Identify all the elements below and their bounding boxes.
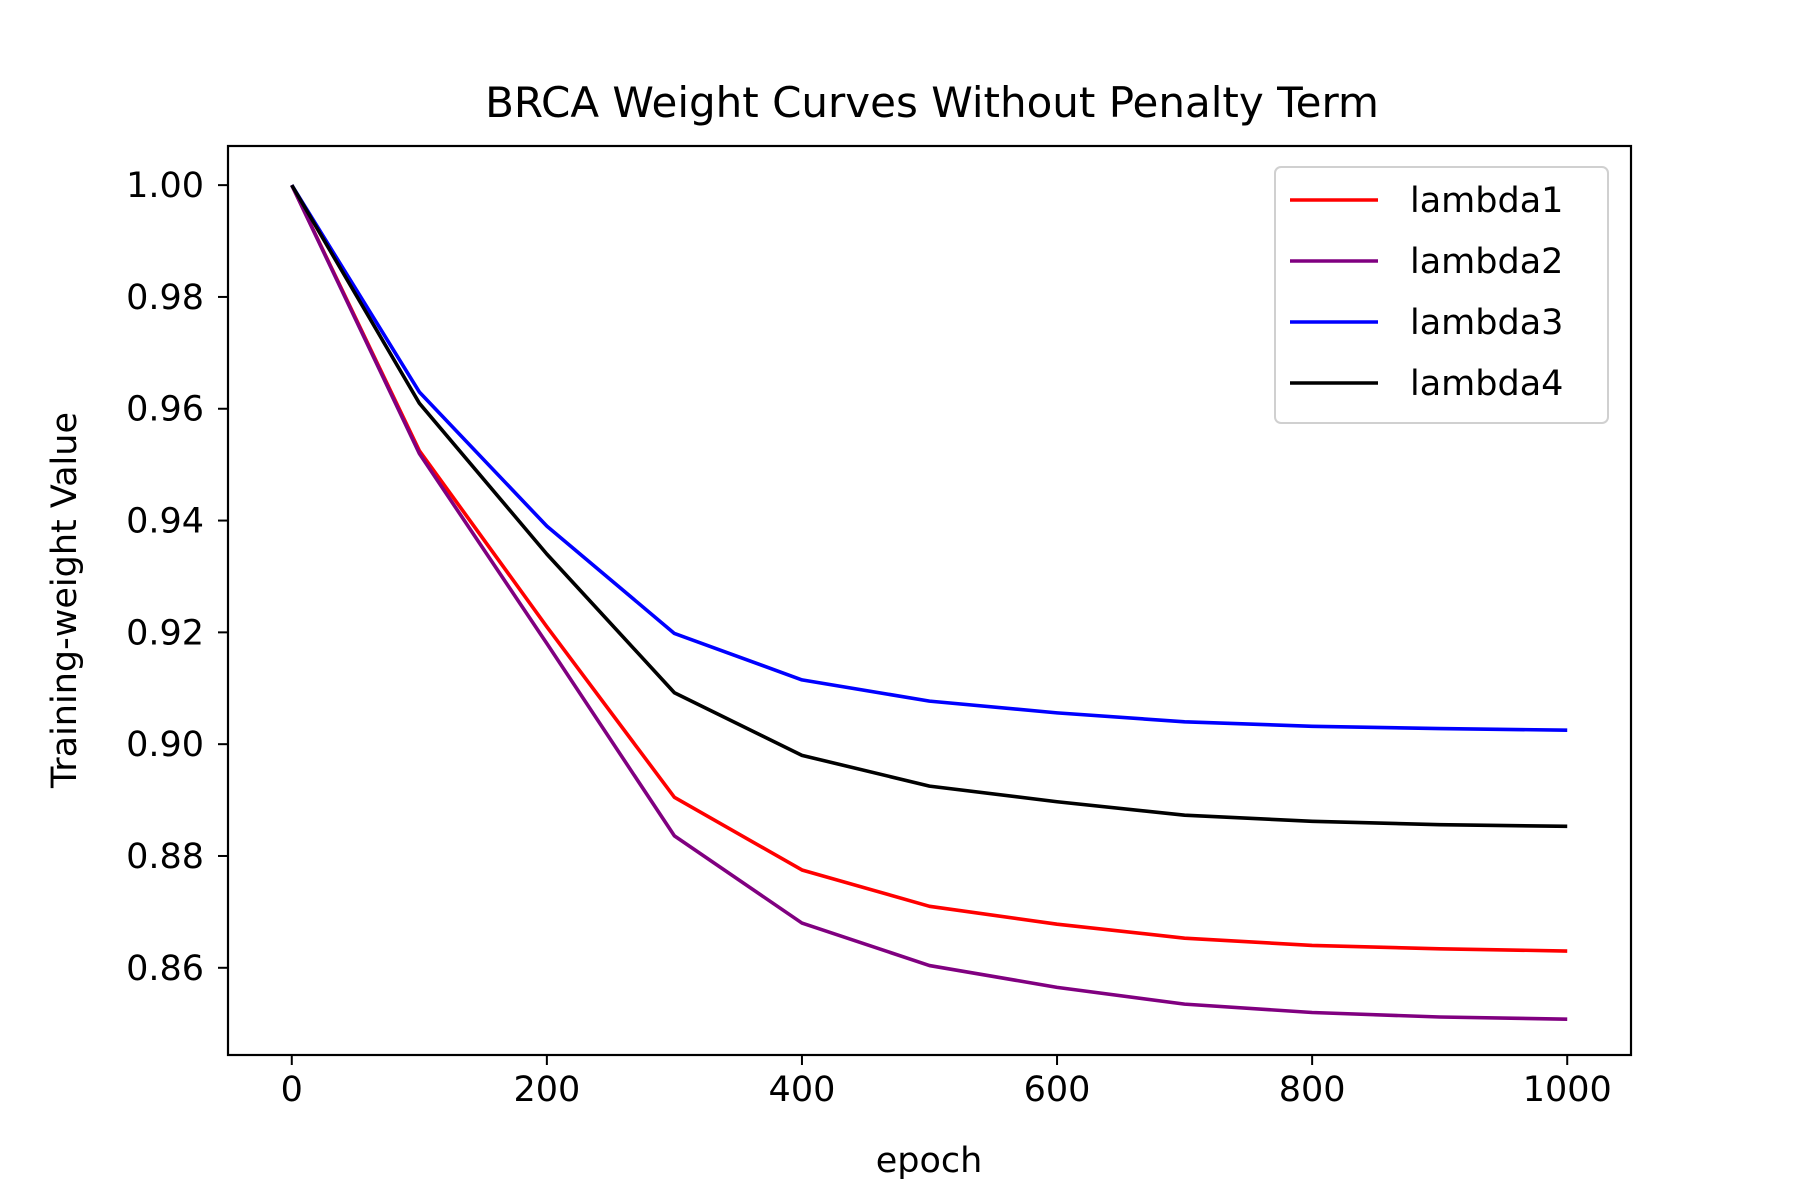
x-tick-label: 1000 xyxy=(1523,1070,1612,1110)
y-tick-label: 1.00 xyxy=(126,166,204,206)
y-tick-label: 0.96 xyxy=(126,390,204,430)
y-tick-label: 0.88 xyxy=(126,837,204,877)
series-line-lambda1 xyxy=(290,184,1568,953)
y-tick-label: 0.92 xyxy=(126,613,204,653)
y-tick-label: 0.94 xyxy=(126,502,204,542)
y-axis-label: Training-weight Value xyxy=(45,412,85,789)
series-lines xyxy=(290,184,1568,1022)
y-axis-ticks: 0.86 0.88 0.90 0.92 0.94 0.96 0.98 1.00 xyxy=(126,166,228,989)
legend-box xyxy=(1274,166,1609,424)
x-axis-ticks: 0 200 400 600 800 1000 xyxy=(281,1055,1612,1110)
x-axis-label: epoch xyxy=(876,1141,983,1181)
y-tick-label: 0.98 xyxy=(126,278,204,318)
x-tick-label: 400 xyxy=(769,1070,836,1110)
x-tick-label: 600 xyxy=(1024,1070,1091,1110)
legend-label-lambda1: lambda1 xyxy=(1410,181,1563,221)
x-tick-label: 200 xyxy=(513,1070,580,1110)
chart-title: BRCA Weight Curves Without Penalty Term xyxy=(485,78,1379,127)
y-tick-label: 0.90 xyxy=(126,725,204,765)
series-line-lambda4 xyxy=(290,184,1568,829)
series-line-lambda2 xyxy=(290,184,1568,1022)
legend-label-lambda3: lambda3 xyxy=(1410,303,1563,343)
series-line-lambda3 xyxy=(290,184,1568,732)
y-tick-label: 0.86 xyxy=(126,949,204,989)
legend-label-lambda2: lambda2 xyxy=(1410,242,1563,282)
legend: lambda1 lambda2 lambda3 lambda4 xyxy=(1274,166,1609,424)
x-tick-label: 800 xyxy=(1279,1070,1346,1110)
legend-label-lambda4: lambda4 xyxy=(1410,364,1563,404)
x-tick-label: 0 xyxy=(281,1070,303,1110)
plot-area-frame xyxy=(226,144,1633,1057)
